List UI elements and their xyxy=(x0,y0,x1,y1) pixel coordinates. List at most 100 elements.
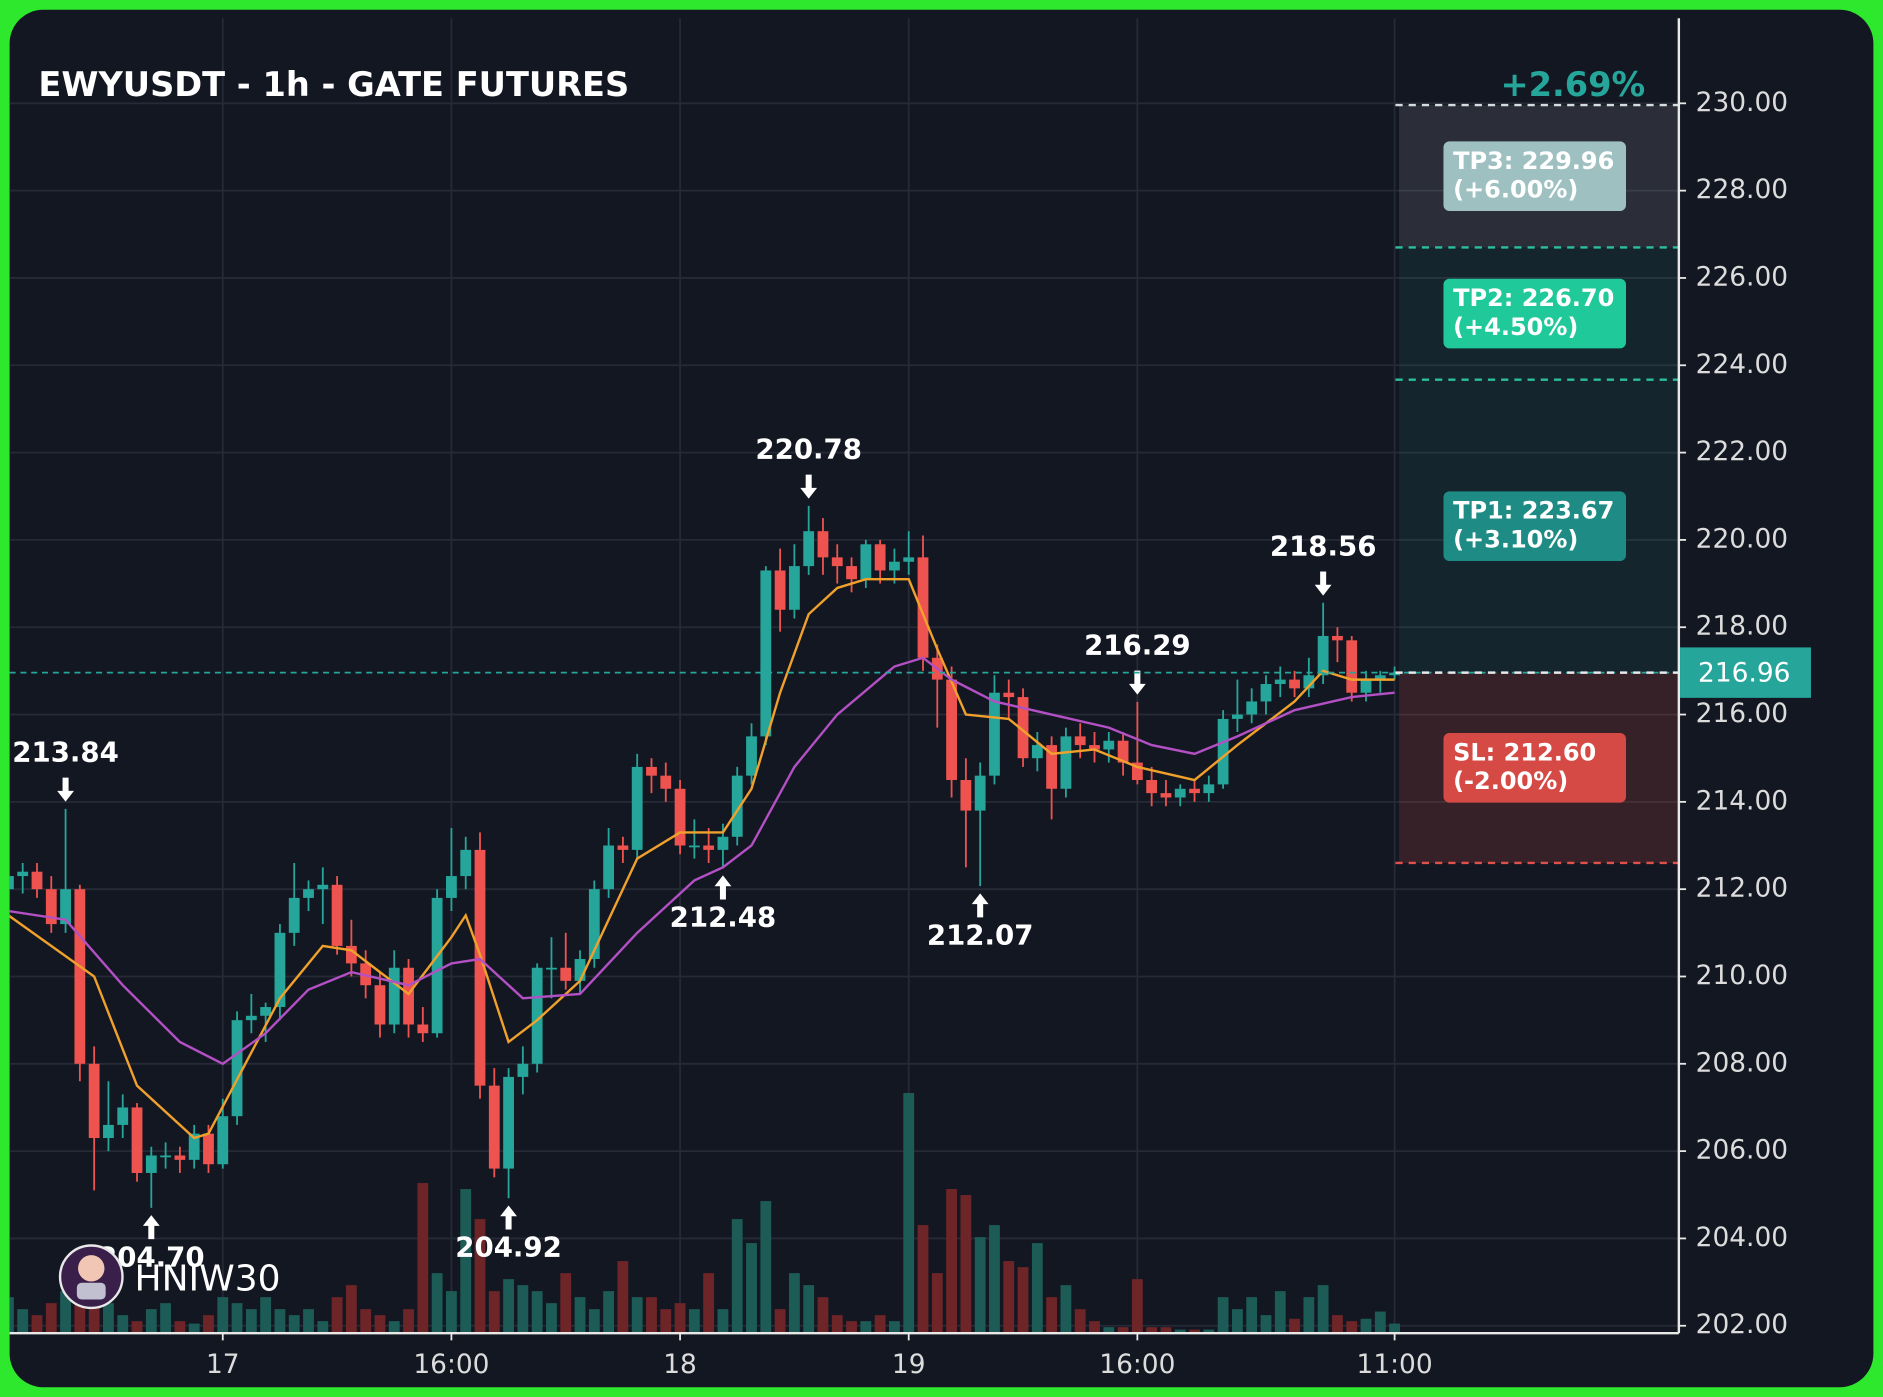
level-box xyxy=(1443,491,1627,561)
y-tick-label: 228.00 xyxy=(1696,174,1788,205)
candle-body xyxy=(917,557,929,658)
candle-body xyxy=(288,897,300,933)
candle-body xyxy=(388,967,400,1025)
volume-bar xyxy=(617,1261,629,1334)
candle-body xyxy=(1289,679,1300,689)
volume-bar xyxy=(1003,1261,1015,1334)
candle-body xyxy=(989,692,1000,776)
candle-body xyxy=(303,889,314,898)
volume-bar xyxy=(1274,1291,1286,1334)
annotation-label: 213.84 xyxy=(12,736,119,769)
candle-body xyxy=(1374,675,1386,680)
level-label: SL: 212.60 xyxy=(1453,738,1596,766)
volume-bar xyxy=(774,1309,786,1334)
candle-body xyxy=(674,788,686,846)
volume-bar xyxy=(803,1285,815,1334)
volume-bar xyxy=(460,1189,472,1334)
level-pct: (+6.00%) xyxy=(1453,176,1578,204)
moving-average xyxy=(9,656,1395,1066)
candle-body xyxy=(1332,635,1343,641)
candle-body xyxy=(1317,635,1329,676)
level-label: TP3: 229.96 xyxy=(1453,147,1614,175)
volume-bar xyxy=(1374,1311,1386,1334)
candle-body xyxy=(131,1107,143,1173)
volume-bar xyxy=(1046,1297,1058,1334)
volume-bar xyxy=(188,1323,200,1334)
volume-bar xyxy=(374,1315,386,1334)
candle-body xyxy=(760,570,772,737)
annotation-label: 218.56 xyxy=(1270,530,1377,563)
volume-bar xyxy=(431,1273,443,1334)
candles xyxy=(9,505,1401,1208)
volume-bar xyxy=(517,1285,529,1334)
volume-bar xyxy=(703,1273,715,1334)
volume-bar xyxy=(688,1309,700,1334)
annotation-arrow xyxy=(57,777,74,802)
volume-bar xyxy=(1303,1297,1315,1334)
volume-bar xyxy=(1217,1297,1229,1334)
candle-body xyxy=(960,780,972,811)
candle-body xyxy=(860,544,872,580)
volume-bar xyxy=(531,1291,543,1334)
volume-bar xyxy=(1203,1329,1215,1334)
volume-bar xyxy=(203,1315,214,1334)
candle-body xyxy=(1074,736,1086,746)
volume-bar xyxy=(588,1309,600,1334)
volume-bar xyxy=(417,1183,429,1334)
volume-bar xyxy=(646,1297,657,1334)
candle-body xyxy=(817,531,829,558)
volume-bar xyxy=(1089,1321,1100,1334)
candle-body xyxy=(546,967,557,970)
candle-body xyxy=(403,967,414,1025)
volume-bar xyxy=(74,1285,86,1334)
candle-body xyxy=(631,766,643,850)
volume-bar xyxy=(303,1309,314,1334)
volume-bar xyxy=(860,1321,872,1334)
candle-body xyxy=(1189,788,1200,794)
candle-body xyxy=(517,1063,529,1077)
candle-body xyxy=(460,849,472,877)
y-tick-label: 224.00 xyxy=(1696,349,1788,380)
volume-bar xyxy=(446,1291,457,1334)
candle-body xyxy=(1274,679,1286,684)
volume-bar xyxy=(603,1291,615,1334)
volume-bar xyxy=(1360,1318,1372,1334)
candle-body xyxy=(217,1116,229,1165)
candle-body xyxy=(1031,745,1043,759)
candle-body xyxy=(703,845,715,850)
candle-body xyxy=(1260,683,1272,702)
volume-bar xyxy=(288,1315,300,1334)
volume-bar xyxy=(131,1321,143,1334)
candle-body xyxy=(617,845,629,850)
candle-body xyxy=(560,967,572,981)
volume-bar xyxy=(574,1297,586,1334)
volume-bar xyxy=(760,1201,772,1334)
volume-bar xyxy=(31,1315,43,1334)
volume-bar xyxy=(1060,1285,1072,1334)
candle-body xyxy=(274,932,286,1008)
candle-body xyxy=(31,871,43,890)
annotation-arrow xyxy=(142,1215,160,1240)
candle-body xyxy=(903,557,915,562)
volume-bar xyxy=(88,1297,100,1334)
annotation-arrow xyxy=(1128,670,1146,695)
candle-body xyxy=(746,736,757,776)
x-tick-label: 11:00 xyxy=(1357,1349,1433,1380)
candle-body xyxy=(45,889,57,925)
volume-bar xyxy=(60,1291,71,1334)
level-pct: (+4.50%) xyxy=(1453,313,1578,341)
volume-bar xyxy=(145,1309,157,1334)
volume-bar xyxy=(931,1273,943,1334)
level-label: TP2: 226.70 xyxy=(1453,284,1614,312)
candle-body xyxy=(260,1007,272,1016)
candle-body xyxy=(245,1015,257,1021)
volume-bar xyxy=(817,1297,829,1334)
y-tick-label: 208.00 xyxy=(1696,1047,1788,1078)
candle-body xyxy=(188,1133,200,1160)
annotation-arrow xyxy=(971,893,989,918)
volume-bar xyxy=(946,1189,957,1334)
candle-body xyxy=(417,1024,429,1034)
candle-body xyxy=(103,1124,114,1139)
candle-body xyxy=(831,557,843,567)
y-tick-label: 230.00 xyxy=(1696,87,1788,118)
